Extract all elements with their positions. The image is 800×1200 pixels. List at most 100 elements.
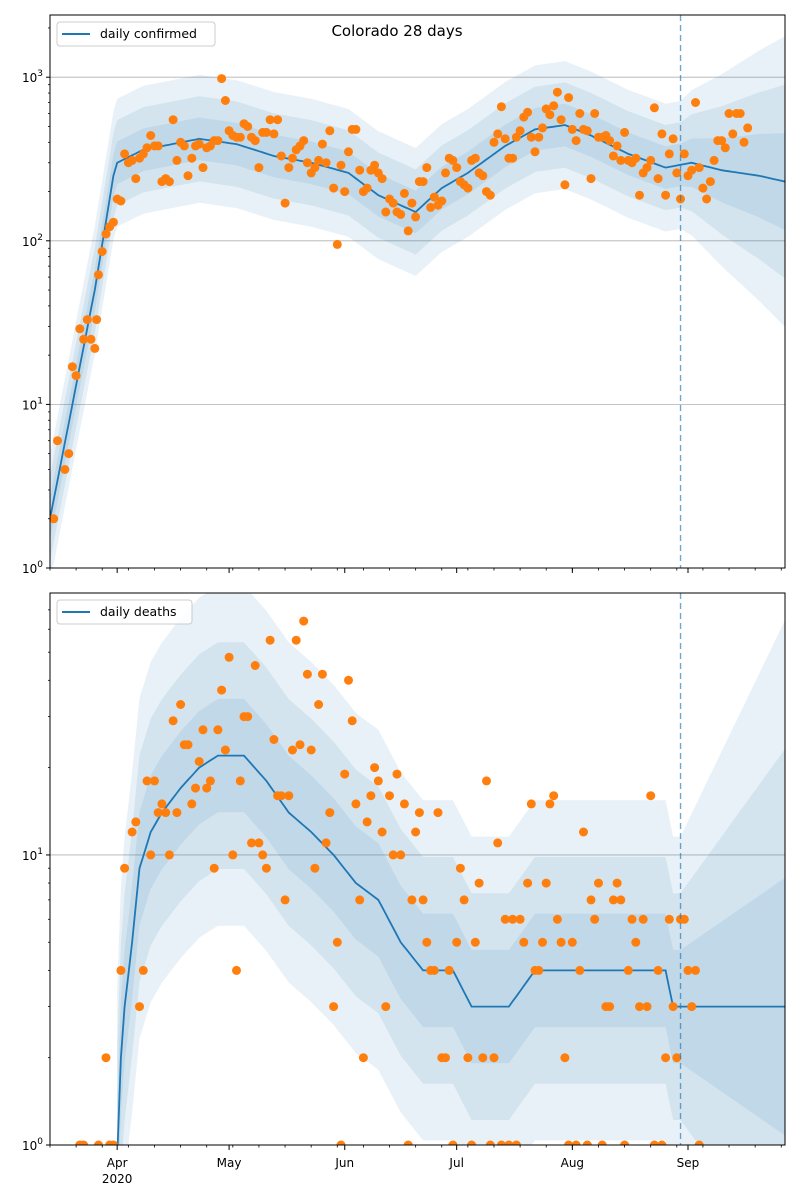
data-point <box>217 685 227 695</box>
data-point <box>653 174 663 184</box>
data-point <box>646 791 656 801</box>
data-point <box>698 183 708 193</box>
data-point <box>362 183 372 193</box>
data-point <box>720 143 730 153</box>
data-point <box>399 188 409 198</box>
data-point <box>261 127 271 137</box>
axes-frame <box>49 14 786 569</box>
data-point <box>321 838 331 848</box>
data-point <box>336 1140 346 1145</box>
data-point <box>552 87 562 97</box>
data-point <box>75 324 85 334</box>
legend: daily deaths <box>56 599 193 625</box>
data-point <box>463 183 473 193</box>
data-point <box>108 217 118 227</box>
data-point <box>560 1053 570 1063</box>
data-point <box>538 123 547 133</box>
data-point <box>366 791 376 801</box>
data-point <box>142 143 152 153</box>
data-point <box>441 168 450 178</box>
data-point <box>276 791 286 801</box>
data-point <box>336 160 346 170</box>
data-point <box>261 863 271 873</box>
data-point <box>541 878 551 888</box>
data-point <box>448 1140 458 1145</box>
data-point <box>560 180 570 190</box>
data-point <box>172 808 182 818</box>
data-point <box>295 740 305 750</box>
data-point <box>422 937 432 947</box>
data-point <box>452 163 462 173</box>
data-point <box>567 937 577 947</box>
data-point <box>198 725 208 735</box>
y-tick-label: 103 <box>22 69 43 85</box>
data-point <box>459 895 469 905</box>
data-point <box>377 827 387 837</box>
data-point <box>116 965 126 975</box>
data-point <box>265 635 275 645</box>
data-point <box>478 1053 488 1063</box>
data-point <box>370 763 380 773</box>
data-point <box>534 132 544 142</box>
data-point <box>183 740 193 750</box>
data-point <box>672 1053 682 1063</box>
data-point <box>247 838 256 848</box>
data-point <box>161 808 171 818</box>
data-point <box>153 808 163 818</box>
data-point <box>101 229 111 239</box>
data-point <box>385 791 394 801</box>
data-point <box>411 827 421 837</box>
data-point <box>702 194 712 204</box>
data-point <box>194 757 204 766</box>
data-point <box>317 139 327 149</box>
data-point <box>567 124 577 134</box>
data-point <box>687 1002 697 1012</box>
data-point <box>411 212 421 222</box>
data-point <box>474 878 484 888</box>
data-point <box>351 799 361 809</box>
data-point <box>332 937 342 947</box>
data-point <box>370 160 380 170</box>
confirmed-panel: 100 101 102 103 daily confirmed <box>22 14 786 576</box>
data-point <box>138 965 148 975</box>
data-point <box>254 838 264 848</box>
data-point <box>142 776 152 786</box>
data-point <box>269 129 279 139</box>
data-point <box>422 163 432 173</box>
data-point <box>179 141 189 151</box>
data-point <box>694 1140 704 1145</box>
data-point <box>97 247 107 256</box>
confidence-band <box>117 642 785 1145</box>
data-point <box>530 147 540 157</box>
data-point <box>429 192 439 202</box>
data-point <box>485 1140 495 1145</box>
data-point <box>213 725 223 735</box>
data-point <box>508 914 518 924</box>
data-point <box>616 155 626 165</box>
data-point <box>657 1140 667 1145</box>
data-point <box>564 1140 574 1145</box>
plot-area <box>50 36 785 568</box>
data-point <box>414 808 424 818</box>
data-point <box>545 799 555 809</box>
data-point <box>340 769 350 779</box>
data-point <box>500 134 510 144</box>
data-point <box>724 109 734 118</box>
data-point <box>616 895 626 905</box>
data-point <box>590 109 600 118</box>
data-point <box>355 165 365 175</box>
data-point <box>571 136 581 146</box>
data-point <box>388 198 398 208</box>
data-point <box>381 207 391 217</box>
data-point <box>523 878 533 888</box>
data-point <box>571 1140 581 1145</box>
data-point <box>299 136 309 146</box>
data-point <box>135 1002 144 1012</box>
data-point <box>86 334 96 344</box>
data-point <box>608 895 618 905</box>
data-point <box>620 1140 630 1145</box>
data-point <box>299 616 309 626</box>
data-point <box>254 163 264 173</box>
data-point <box>176 700 186 709</box>
data-point <box>399 799 409 809</box>
